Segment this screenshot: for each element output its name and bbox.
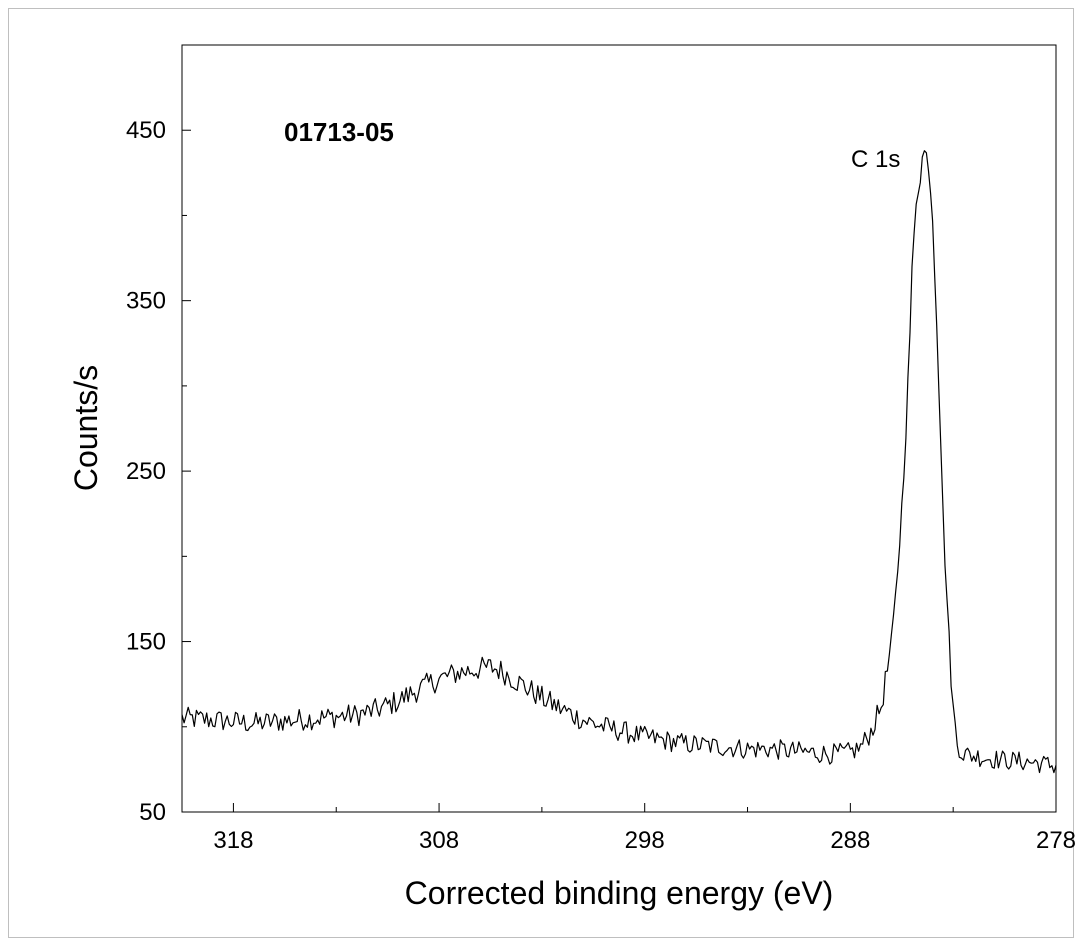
y-axis-ticks: 50 150 250 350 450 [126,117,191,826]
y-axis-title: Counts/s [68,365,104,491]
x-tick-label: 308 [419,827,459,854]
x-tick-label: 288 [830,827,870,854]
x-tick-label: 278 [1036,827,1076,854]
spectrum-line [181,150,1057,774]
y-tick-label: 150 [126,629,166,656]
chart-frame [8,8,1074,938]
x-tick-label: 318 [213,827,253,854]
x-axis-title: Corrected binding energy (eV) [405,875,834,911]
y-tick-label: 350 [126,288,166,315]
x-tick-label: 298 [625,827,665,854]
peak-label-c1s: C 1s [851,146,900,173]
y-tick-label: 450 [126,117,166,144]
sample-id-label: 01713-05 [284,117,394,147]
x-axis-ticks: 318 308 298 288 278 [213,803,1076,854]
y-tick-label: 250 [126,458,166,485]
y-tick-label: 50 [139,799,166,826]
plot-area [181,44,1057,813]
